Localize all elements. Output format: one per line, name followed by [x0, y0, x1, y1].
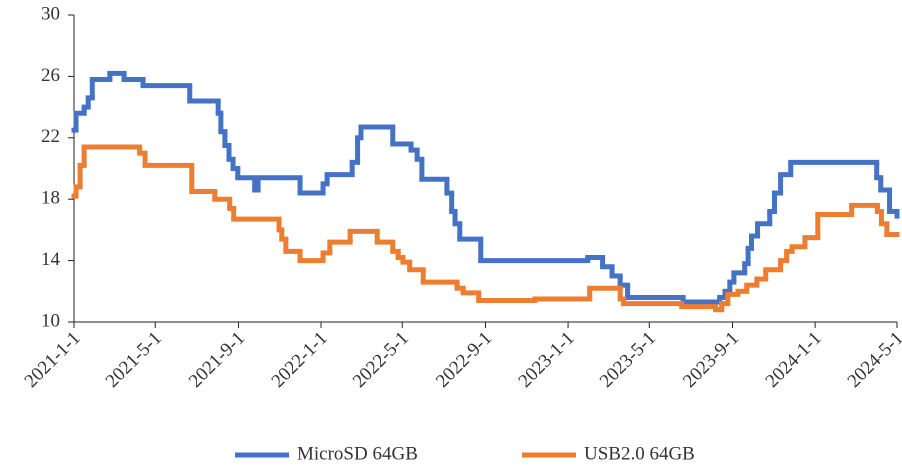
y-tick-label: 14 — [41, 249, 61, 270]
x-tick-label: 2023-5-1 — [596, 328, 660, 392]
x-tick-label: 2021-1-1 — [21, 328, 85, 392]
y-tick-label: 26 — [41, 65, 60, 86]
series-line — [71, 70, 900, 305]
y-tick-label: 10 — [41, 310, 60, 331]
x-tick-label: 2021-9-1 — [185, 328, 249, 392]
x-tick-label: 2023-1-1 — [515, 328, 579, 392]
legend-label: MicroSD 64GB — [297, 443, 418, 464]
series-line — [71, 144, 900, 313]
y-tick-label: 30 — [41, 3, 60, 24]
y-tick-label: 18 — [41, 188, 60, 209]
x-tick-label: 2022-5-1 — [349, 328, 413, 392]
x-tick-label: 2022-9-1 — [432, 328, 496, 392]
x-tick-label: 2022-1-1 — [268, 328, 332, 392]
x-tick-label: 2024-5-1 — [844, 328, 902, 392]
x-tick-label: 2023-9-1 — [679, 328, 743, 392]
y-tick-label: 22 — [41, 126, 60, 147]
x-tick-label: 2021-5-1 — [102, 328, 166, 392]
x-tick-label: 2024-1-1 — [762, 328, 826, 392]
legend-label: USB2.0 64GB — [584, 443, 695, 464]
